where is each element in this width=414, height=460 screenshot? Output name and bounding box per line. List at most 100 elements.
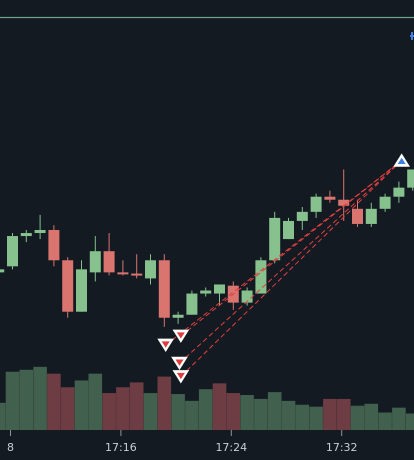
volume-bar: [240, 395, 254, 430]
candle: [352, 199, 363, 227]
volume-bar: [392, 407, 406, 430]
candle: [324, 190, 336, 203]
volume-bar: [212, 383, 227, 430]
candle: [76, 260, 87, 312]
candle: [407, 169, 414, 191]
volume-bar: [364, 403, 379, 430]
volume-bar: [336, 398, 351, 430]
volume-bar: [254, 398, 268, 430]
candle: [62, 257, 74, 318]
volume-bar: [19, 369, 34, 430]
candle-body: [158, 260, 170, 318]
candle-body: [324, 196, 336, 200]
trade-markers: [157, 153, 411, 384]
trade-line: [180, 160, 402, 337]
volume-bar: [267, 392, 282, 430]
candle-body: [338, 199, 350, 206]
volume-bar: [378, 412, 392, 430]
volume-bar: [226, 393, 241, 430]
candle-body: [0, 269, 5, 273]
candles: [0, 169, 414, 327]
volume-bar: [185, 400, 199, 430]
candle: [117, 260, 129, 276]
candle: [241, 287, 253, 306]
x-tick-label: 17:16: [105, 441, 137, 454]
candle: [255, 257, 267, 294]
candle: [0, 269, 5, 273]
candle-body: [379, 196, 391, 209]
candle-body: [103, 251, 115, 273]
candle: [34, 214, 46, 240]
trade-lines: [165, 160, 403, 377]
candle-body: [62, 260, 74, 312]
candle-body: [48, 230, 60, 261]
candle: [393, 181, 405, 203]
candle: [89, 236, 101, 282]
candle: [131, 254, 143, 279]
candle-body: [172, 314, 184, 318]
candle-body: [269, 217, 281, 261]
volume-bar: [281, 400, 296, 430]
candle: [269, 211, 281, 264]
sell-marker-icon: [176, 332, 185, 339]
volume-bar: [116, 387, 130, 430]
candle: [338, 169, 350, 221]
candle: [310, 193, 322, 218]
volume-bar: [323, 398, 337, 430]
trade-line: [179, 160, 402, 364]
candle-body: [352, 208, 363, 224]
candle: [7, 233, 18, 270]
volume-bar: [0, 402, 6, 430]
volume-bar: [60, 387, 75, 430]
sell-marker-icon: [161, 341, 170, 348]
candle-body: [255, 260, 267, 294]
candle-body: [365, 208, 377, 224]
candle: [186, 290, 198, 315]
volume-bar: [88, 373, 103, 430]
volume-bar: [129, 382, 144, 430]
candle: [200, 287, 212, 297]
candle-body: [76, 269, 87, 312]
trade-line: [165, 160, 402, 346]
candle: [158, 254, 170, 327]
volume-bar: [5, 371, 20, 430]
volume-bars: [0, 366, 414, 430]
candle-body: [145, 260, 156, 279]
candle-body: [393, 187, 405, 197]
candle-body: [310, 196, 322, 212]
candle: [296, 207, 308, 230]
x-tick-label: 17:24: [215, 441, 247, 454]
candle-body: [34, 230, 46, 234]
candle: [48, 225, 60, 267]
candle-body: [241, 290, 253, 303]
candle-body: [186, 293, 198, 315]
candle: [379, 193, 391, 212]
volume-bar: [198, 389, 213, 430]
x-tick-label: 8: [7, 441, 14, 454]
volume-bar: [405, 413, 414, 430]
candle-body: [89, 251, 101, 273]
candle-body: [200, 290, 212, 294]
volume-bar: [102, 393, 116, 430]
volume-bar: [157, 376, 172, 430]
candle-body: [117, 272, 129, 275]
candle: [214, 284, 225, 306]
candle: [103, 233, 115, 276]
candle-body: [296, 211, 308, 221]
volume-bar: [309, 406, 323, 430]
volume-bar: [171, 394, 185, 430]
buy-marker-icon: [397, 157, 406, 164]
candle: [365, 202, 377, 227]
candle: [145, 254, 156, 285]
volume-bar: [33, 366, 47, 430]
candle-body: [7, 236, 18, 267]
sell-marker-icon: [176, 372, 185, 380]
sell-marker-icon: [175, 359, 184, 366]
candle: [172, 311, 184, 324]
candle: [20, 230, 32, 243]
candle-body: [283, 220, 294, 240]
candle: [283, 217, 294, 240]
